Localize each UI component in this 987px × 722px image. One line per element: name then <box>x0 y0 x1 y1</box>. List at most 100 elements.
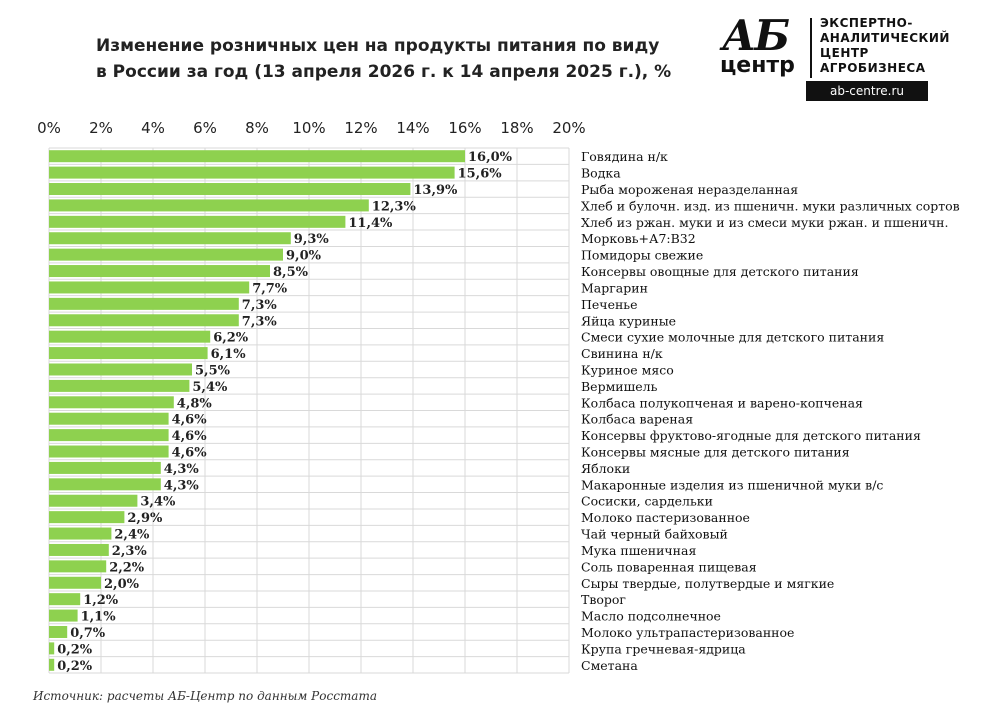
chart-title-line-1: Изменение розничных цен на продукты пита… <box>96 36 660 56</box>
bar <box>49 265 270 278</box>
x-tick-label: 20% <box>552 119 585 137</box>
bar-value-label: 6,2% <box>213 331 249 346</box>
bar <box>49 396 174 409</box>
bar-value-label: 7,7% <box>252 281 288 296</box>
bar-value-label: 5,4% <box>192 380 228 395</box>
bar <box>49 314 239 327</box>
bar <box>49 199 369 212</box>
bar-value-label: 1,1% <box>81 610 117 625</box>
bar <box>49 232 291 245</box>
category-label: Яйца куриные <box>581 313 676 328</box>
bar <box>49 412 169 425</box>
bar <box>49 478 161 491</box>
category-label: Макаронные изделия из пшеничной муки в/с <box>581 477 883 492</box>
bar-value-label: 11,4% <box>348 216 393 231</box>
bar <box>49 609 78 622</box>
bar <box>49 511 125 524</box>
bar <box>49 543 109 556</box>
x-tick-label: 18% <box>500 119 533 137</box>
category-label: Хлеб из ржан. муки и из смеси муки ржан.… <box>581 215 948 230</box>
category-label: Сметана <box>581 658 638 673</box>
bar-value-label: 2,3% <box>112 544 148 559</box>
x-tick-label: 8% <box>245 119 269 137</box>
logo-line-2: АНАЛИТИЧЕСКИЙ <box>820 31 950 45</box>
bar <box>49 593 81 606</box>
category-label: Консервы овощные для детского питания <box>581 264 859 279</box>
bar <box>49 445 169 458</box>
logo-mark: АБ <box>722 11 790 60</box>
category-label: Консервы фруктово-ягодные для детского п… <box>581 428 921 443</box>
bar-value-label: 0,7% <box>70 626 106 641</box>
bar <box>49 215 346 228</box>
x-tick-label: 12% <box>344 119 377 137</box>
category-label: Печенье <box>581 297 638 312</box>
bar-value-label: 4,6% <box>172 413 208 428</box>
logo-line-1: ЭКСПЕРТНО- <box>820 16 913 30</box>
bar <box>49 658 55 671</box>
category-label: Колбаса вареная <box>581 412 693 427</box>
category-label: Яблоки <box>581 461 630 476</box>
bar <box>49 150 465 163</box>
bar-value-label: 15,6% <box>458 167 503 182</box>
bar <box>49 330 211 343</box>
x-tick-label: 6% <box>193 119 217 137</box>
bar-value-label: 2,2% <box>109 560 145 575</box>
logo-line-4: АГРОБИЗНЕСА <box>820 61 926 75</box>
bar-value-label: 4,3% <box>164 462 200 477</box>
bar-value-label: 6,1% <box>211 347 247 362</box>
logo-org-name: ЭКСПЕРТНО- АНАЛИТИЧЕСКИЙ ЦЕНТР АГРОБИЗНЕ… <box>820 16 950 76</box>
category-label: Масло подсолнечное <box>581 609 721 624</box>
bar-value-label: 9,3% <box>294 232 330 247</box>
bar <box>49 494 138 507</box>
bar-value-label: 2,9% <box>127 511 163 526</box>
bar-value-label: 0,2% <box>57 659 93 674</box>
category-label: Чай черный байховый <box>581 527 728 542</box>
bar-value-label: 7,3% <box>242 314 278 329</box>
bar <box>49 642 55 655</box>
category-label: Вермишель <box>581 379 658 394</box>
category-label: Говядина н/к <box>581 149 668 164</box>
x-tick-label: 14% <box>396 119 429 137</box>
bar <box>49 576 101 589</box>
bar-value-label: 2,4% <box>114 528 150 543</box>
bar <box>49 166 455 179</box>
bar <box>49 297 239 310</box>
category-label: Молоко ультрапастеризованное <box>581 625 794 640</box>
chart-title-line-2: в России за год (13 апреля 2026 г. к 14 … <box>96 62 672 82</box>
x-tick-label: 4% <box>141 119 165 137</box>
x-tick-label: 10% <box>292 119 325 137</box>
category-label: Молоко пастеризованное <box>581 510 750 525</box>
bar-value-label: 1,2% <box>83 593 119 608</box>
category-label: Водка <box>581 166 621 181</box>
bar-value-label: 4,6% <box>172 429 208 444</box>
bar <box>49 625 68 638</box>
logo-centr-text: центр <box>720 53 795 78</box>
bar-value-label: 13,9% <box>413 183 458 198</box>
category-label: Колбаса полукопченая и варено-копченая <box>581 395 863 410</box>
bar-value-label: 5,5% <box>195 363 231 378</box>
category-label: Консервы мясные для детского питания <box>581 445 850 460</box>
ab-centre-logo: АБ центр ЭКСПЕРТНО- АНАЛИТИЧЕСКИЙ ЦЕНТР … <box>718 14 968 102</box>
source-note: Источник: расчеты АБ-Центр по данным Рос… <box>33 689 377 703</box>
x-tick-label: 2% <box>89 119 113 137</box>
bar <box>49 429 169 442</box>
bar-value-label: 7,3% <box>242 298 278 313</box>
bar <box>49 363 192 376</box>
category-label: Творог <box>581 592 626 607</box>
category-label: Рыба мороженая неразделанная <box>581 182 798 197</box>
chart-title: Изменение розничных цен на продукты пита… <box>96 33 696 85</box>
bar-value-label: 9,0% <box>286 249 322 264</box>
bar-value-label: 3,4% <box>140 495 176 510</box>
bar <box>49 248 283 261</box>
x-tick-label: 16% <box>448 119 481 137</box>
bar-value-label: 4,8% <box>177 396 213 411</box>
category-label: Помидоры свежие <box>581 248 703 263</box>
bar-value-label: 2,0% <box>104 577 140 592</box>
category-label: Смеси сухие молочные для детского питани… <box>581 330 884 345</box>
category-label: Хлеб и булочн. изд. из пшеничн. муки раз… <box>581 198 960 213</box>
bar <box>49 379 190 392</box>
category-label: Свинина н/к <box>581 346 663 361</box>
x-tick-label: 0% <box>37 119 61 137</box>
category-label: Крупа гречневая-ядрица <box>581 641 746 656</box>
